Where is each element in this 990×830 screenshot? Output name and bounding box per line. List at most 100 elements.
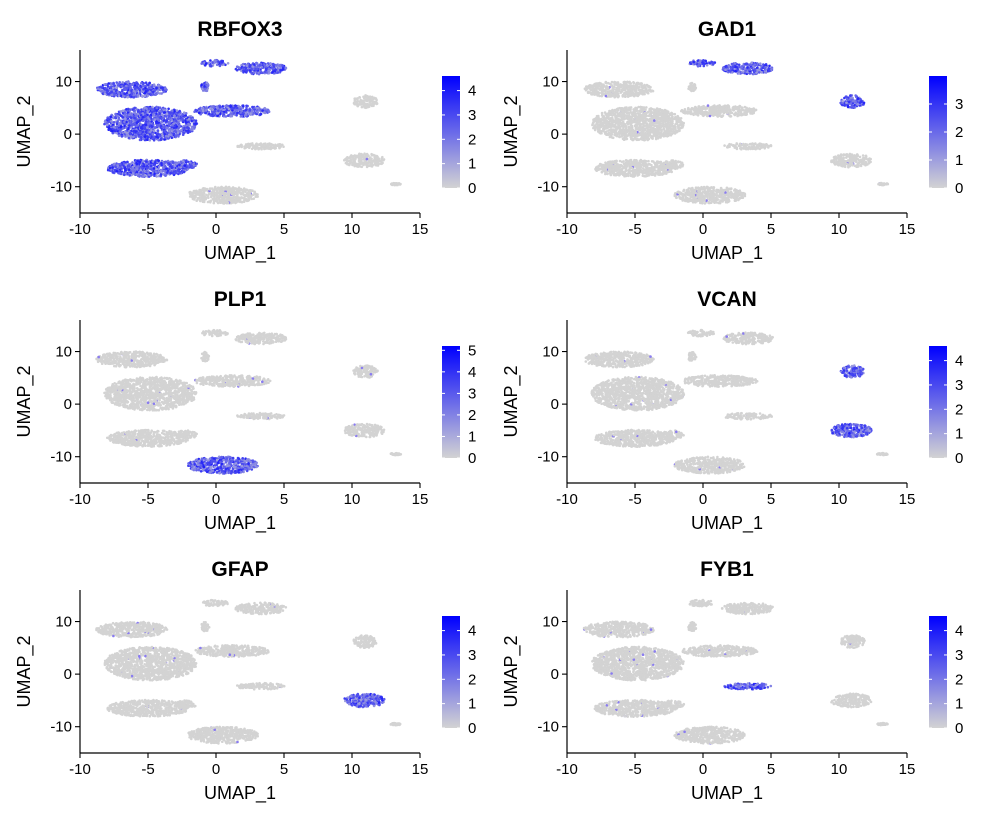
data-point: [248, 145, 251, 148]
data-point: [157, 160, 160, 163]
data-point: [156, 125, 159, 128]
data-point: [206, 89, 209, 92]
data-point: [740, 66, 743, 69]
data-point: [139, 123, 142, 126]
data-point: [216, 194, 219, 197]
data-point: [250, 68, 253, 71]
data-point: [363, 157, 366, 160]
data-point: [350, 155, 353, 158]
data-point: [210, 200, 213, 203]
data-point: [633, 92, 636, 95]
data-point: [259, 63, 262, 66]
data-point: [269, 62, 272, 65]
data-point: [136, 171, 139, 174]
data-point: [199, 193, 202, 196]
data-point: [744, 67, 747, 70]
data-point: [230, 114, 233, 117]
data-point: [173, 170, 176, 173]
data-point: [594, 91, 597, 94]
data-point: [130, 95, 133, 98]
data-point: [591, 92, 594, 95]
data-point: [142, 175, 145, 178]
data-point: [127, 108, 130, 111]
data-point: [646, 90, 649, 93]
data-point: [117, 90, 120, 93]
data-point: [160, 125, 163, 128]
data-point: [236, 196, 239, 199]
data-point: [190, 120, 193, 123]
data-point: [391, 182, 394, 185]
data-point: [615, 95, 618, 98]
data-point: [359, 100, 362, 103]
data-point: [136, 167, 139, 170]
data-point: [189, 191, 192, 194]
data-point: [374, 162, 377, 165]
data-point: [704, 60, 707, 63]
data-point: [249, 196, 252, 199]
data-point: [255, 143, 258, 146]
data-point: [112, 87, 115, 90]
data-point: [176, 125, 179, 128]
data-point: [722, 66, 725, 69]
data-point: [627, 95, 630, 98]
data-point: [245, 105, 248, 108]
data-point: [590, 89, 593, 92]
data-point: [357, 105, 360, 108]
data-point: [135, 115, 138, 118]
data-point: [118, 134, 121, 137]
data-point: [162, 86, 165, 89]
data-point: [223, 113, 226, 116]
data-point: [197, 193, 200, 196]
data-point: [157, 89, 160, 92]
data-point: [124, 93, 127, 96]
data-point: [253, 112, 256, 115]
data-point: [165, 135, 168, 138]
data-point: [259, 147, 262, 150]
data-point: [126, 116, 129, 119]
data-point: [104, 120, 107, 123]
data-point: [141, 95, 144, 98]
data-point: [216, 188, 219, 191]
data-point: [368, 160, 371, 163]
data-point: [758, 71, 761, 74]
data-point: [160, 169, 163, 172]
data-point: [608, 91, 611, 94]
data-point: [627, 91, 630, 94]
data-point: [170, 167, 173, 170]
data-point: [152, 113, 155, 116]
data-point: [183, 111, 186, 114]
data-point: [173, 132, 176, 135]
data-point: [121, 135, 124, 138]
data-point: [370, 162, 373, 165]
data-point: [219, 64, 222, 67]
data-point: [192, 163, 195, 166]
data-point: [208, 188, 211, 191]
data-point: [240, 196, 243, 199]
data-point: [128, 124, 131, 127]
data-point: [149, 139, 152, 142]
data-point: [203, 200, 206, 203]
data-point: [118, 95, 121, 98]
data-point: [221, 105, 224, 108]
data-point: [624, 85, 627, 88]
data-point: [195, 109, 198, 112]
data-point: [119, 113, 122, 116]
data-point: [256, 111, 259, 114]
data-point: [749, 72, 752, 75]
data-point: [251, 189, 254, 192]
colorbar-tick-label: 2: [468, 131, 476, 148]
data-point: [185, 159, 188, 162]
data-point: [225, 188, 228, 191]
data-point: [371, 154, 374, 157]
x-tick-label: -5: [141, 221, 154, 238]
data-point: [186, 126, 189, 129]
data-point: [155, 122, 158, 125]
data-point: [750, 62, 753, 65]
data-point: [274, 144, 277, 147]
data-point: [112, 132, 115, 135]
data-point: [746, 66, 749, 69]
data-point: [153, 83, 156, 86]
data-point: [264, 65, 267, 68]
data-point: [617, 84, 620, 87]
